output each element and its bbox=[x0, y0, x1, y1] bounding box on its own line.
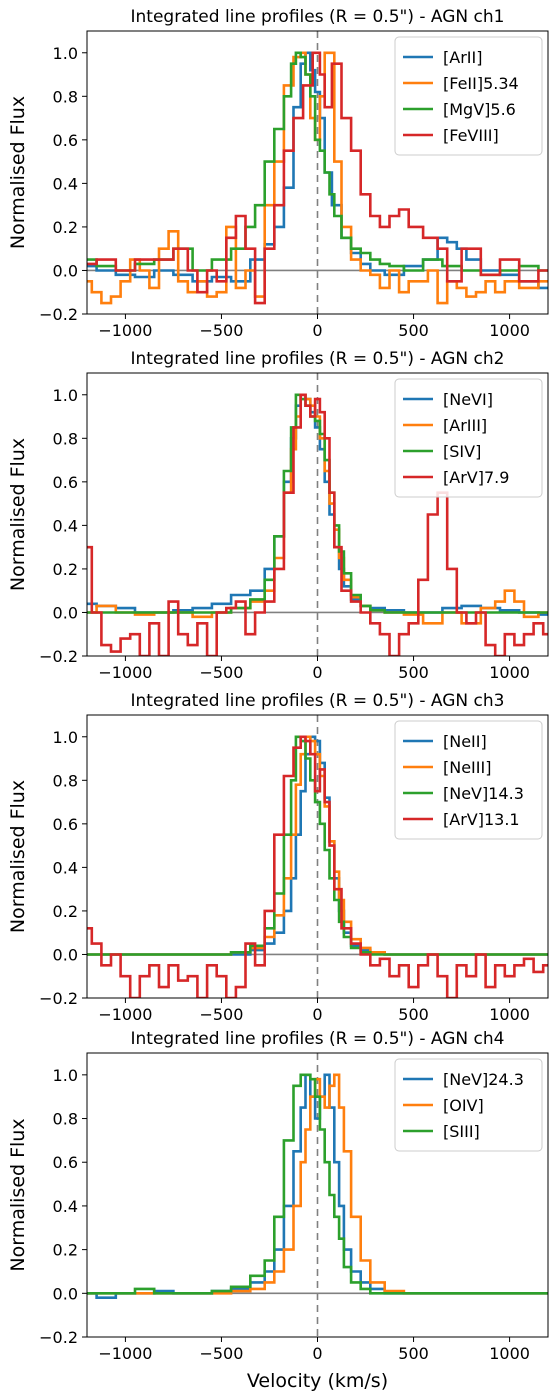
y-axis-label: Normalised Flux bbox=[7, 1118, 29, 1271]
x-axis-label: Velocity (km/s) bbox=[247, 1370, 388, 1392]
legend-label: [FeVIII] bbox=[443, 126, 499, 145]
legend-box bbox=[394, 1058, 543, 1152]
series-line-4 bbox=[87, 51, 548, 305]
legend-label: [NeVI] bbox=[443, 390, 493, 409]
y-tick-label: 0.6 bbox=[53, 131, 78, 150]
y-tick-label: 0.0 bbox=[53, 603, 78, 622]
y-tick-label: 1.0 bbox=[53, 44, 78, 63]
y-tick-label: 0.2 bbox=[53, 902, 78, 921]
y-tick-label: 0.8 bbox=[53, 429, 78, 448]
y-axis-label: Normalised Flux bbox=[7, 96, 29, 249]
y-tick-label: 0.0 bbox=[53, 945, 78, 964]
x-tick-label: −500 bbox=[199, 321, 243, 340]
plot-area bbox=[87, 1053, 548, 1337]
y-tick-label: 0.4 bbox=[53, 516, 78, 535]
x-tick-label: −1000 bbox=[98, 321, 152, 340]
y-axis-label: Normalised Flux bbox=[7, 438, 29, 591]
x-tick-label: −500 bbox=[199, 1344, 243, 1363]
legend-label: [NeIII] bbox=[443, 758, 491, 777]
chart-title: Integrated line profiles (R = 0.5") - AG… bbox=[131, 691, 505, 711]
series-line-3 bbox=[87, 51, 548, 277]
x-tick-label: 0 bbox=[312, 1005, 322, 1024]
legend-label: [SIV] bbox=[443, 442, 481, 461]
y-tick-label: 0.4 bbox=[53, 174, 78, 193]
y-tick-label: 0.8 bbox=[53, 1110, 78, 1129]
chart-panel-1: Integrated line profiles (R = 0.5") - AG… bbox=[7, 7, 549, 340]
y-tick-label: 0.6 bbox=[53, 815, 78, 834]
chart-panel-2: Integrated line profiles (R = 0.5") - AG… bbox=[7, 349, 549, 682]
y-tick-label: 1.0 bbox=[53, 386, 78, 405]
x-tick-label: 0 bbox=[312, 321, 322, 340]
x-tick-label: 500 bbox=[398, 1005, 429, 1024]
x-tick-label: −500 bbox=[199, 1005, 243, 1024]
x-tick-label: −1000 bbox=[98, 1344, 152, 1363]
legend-label: [FeII]5.34 bbox=[443, 74, 519, 93]
x-tick-label: −500 bbox=[199, 663, 243, 682]
x-tick-label: 0 bbox=[312, 1344, 322, 1363]
legend-label: [OIV] bbox=[443, 1096, 484, 1115]
legend: [NeVI] [ArIII] [SIV] [ArV]7.9 bbox=[394, 378, 543, 498]
y-tick-label: 0.2 bbox=[53, 1241, 78, 1260]
legend-box bbox=[394, 378, 543, 498]
legend-label: [NeV]14.3 bbox=[443, 784, 524, 803]
y-tick-label: 0.2 bbox=[53, 560, 78, 579]
x-tick-label: 500 bbox=[398, 321, 429, 340]
y-tick-label: 0.6 bbox=[53, 1153, 78, 1172]
legend-box bbox=[394, 720, 543, 840]
legend: [NeV]24.3 [OIV] [SIII] bbox=[394, 1058, 543, 1152]
x-tick-label: 1000 bbox=[489, 321, 530, 340]
chart-title: Integrated line profiles (R = 0.5") - AG… bbox=[131, 1029, 505, 1049]
y-tick-label: 0.0 bbox=[53, 261, 78, 280]
y-tick-label: 0.0 bbox=[53, 1284, 78, 1303]
x-tick-label: −1000 bbox=[98, 1005, 152, 1024]
y-tick-label: 0.8 bbox=[53, 771, 78, 790]
legend-box bbox=[394, 36, 543, 156]
legend-label: [MgV]5.6 bbox=[443, 100, 516, 119]
legend: [NeII] [NeIII] [NeV]14.3 [ArV]13.1 bbox=[394, 720, 543, 840]
x-tick-label: 500 bbox=[398, 663, 429, 682]
legend-label: [SIII] bbox=[443, 1122, 480, 1141]
legend-label: [ArV]13.1 bbox=[443, 810, 520, 829]
x-tick-label: −1000 bbox=[98, 663, 152, 682]
y-tick-label: 1.0 bbox=[53, 728, 78, 747]
series-line-2 bbox=[87, 1073, 548, 1295]
legend-label: [ArII] bbox=[443, 48, 482, 67]
plot-area bbox=[87, 373, 548, 656]
x-tick-label: 1000 bbox=[489, 663, 530, 682]
y-tick-label: −0.2 bbox=[39, 1328, 78, 1347]
y-axis-label: Normalised Flux bbox=[7, 780, 29, 933]
chart-title: Integrated line profiles (R = 0.5") - AG… bbox=[131, 7, 505, 27]
y-tick-label: −0.2 bbox=[39, 647, 78, 666]
y-tick-label: 0.4 bbox=[53, 1197, 78, 1216]
x-tick-label: 0 bbox=[312, 663, 322, 682]
plot-area bbox=[87, 31, 548, 314]
y-tick-label: 0.2 bbox=[53, 218, 78, 237]
chart-panel-4: Integrated line profiles (R = 0.5") - AG… bbox=[7, 1029, 549, 1392]
x-tick-label: 1000 bbox=[489, 1344, 530, 1363]
series-line-3 bbox=[87, 1073, 548, 1295]
legend-label: [NeII] bbox=[443, 732, 487, 751]
y-tick-label: −0.2 bbox=[39, 305, 78, 324]
legend-label: [ArV]7.9 bbox=[443, 468, 509, 487]
series-line-4 bbox=[87, 735, 548, 998]
chart-panel-3: Integrated line profiles (R = 0.5") - AG… bbox=[7, 691, 549, 1024]
y-tick-label: −0.2 bbox=[39, 989, 78, 1008]
legend-label: [ArIII] bbox=[443, 416, 487, 435]
y-tick-label: 0.6 bbox=[53, 473, 78, 492]
series-line-3 bbox=[87, 393, 548, 614]
series-line-4 bbox=[87, 393, 548, 656]
x-tick-label: 1000 bbox=[489, 1005, 530, 1024]
chart-title: Integrated line profiles (R = 0.5") - AG… bbox=[131, 349, 505, 369]
legend-label: [NeV]24.3 bbox=[443, 1070, 524, 1089]
x-tick-label: 500 bbox=[398, 1344, 429, 1363]
y-tick-label: 0.4 bbox=[53, 858, 78, 877]
y-tick-label: 1.0 bbox=[53, 1066, 78, 1085]
y-tick-label: 0.8 bbox=[53, 87, 78, 106]
plot-area bbox=[87, 715, 548, 998]
legend: [ArII] [FeII]5.34 [MgV]5.6 [FeVIII] bbox=[394, 36, 543, 156]
